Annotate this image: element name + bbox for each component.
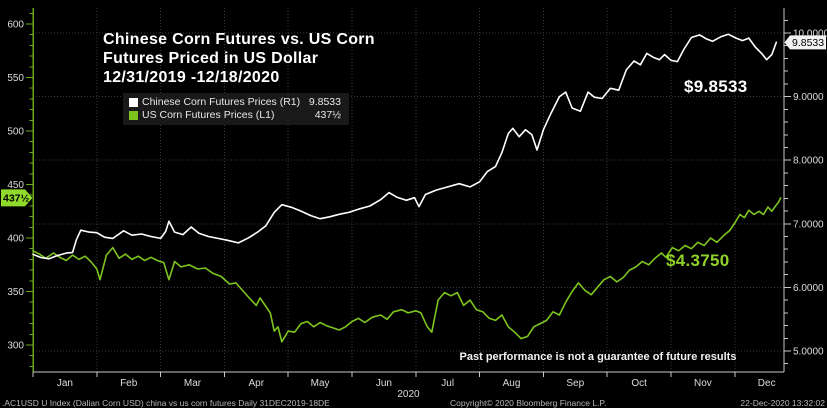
series-line-us-corn [32, 197, 782, 343]
chart-title-line3: 12/31/2019 -12/18/2020 [103, 69, 280, 86]
footer-timestamp: 22-Dec-2020 13:32:02 [740, 398, 825, 408]
disclaimer-text: Past performance is not a guarantee of f… [459, 351, 737, 363]
axis-tick-label: 10.0000 [793, 29, 827, 40]
axis-tick-label: 9.0000 [793, 92, 824, 103]
axis-tick-label: 500 [7, 127, 24, 138]
right-axis: 10.0000 9.0000 8.0000 7.0000 6.0000 5.0000 [783, 8, 827, 372]
footer-ticker-info: .AC1USD U Index (Dalian Corn USD) china … [2, 398, 330, 408]
axis-tick-label: 8.0000 [793, 156, 824, 167]
axis-tick-label: 450 [7, 180, 24, 191]
axis-tick-label: 350 [7, 287, 24, 298]
annotation-chinese-last-price: $9.8533 [684, 77, 748, 96]
axis-tick-label: Dec [758, 378, 776, 389]
x-axis: Jan Feb Mar Apr May Jun Jul Aug Sep Oct Nov Dec 2020 [32, 371, 784, 400]
legend-label: US Corn Futures Prices (L1) [142, 109, 275, 121]
axis-tick-label: May [311, 378, 330, 389]
axis-tick-label: 600 [7, 20, 24, 31]
axis-tick-label: Mar [184, 378, 202, 389]
axis-tick-label: 550 [7, 73, 24, 84]
axis-tick-label: Jan [57, 378, 73, 389]
legend-value: 9.8533 [308, 96, 341, 108]
chart-title-line1: Chinese Corn Futures vs. US Corn [103, 31, 375, 48]
chart-title: Chinese Corn Futures vs. US Corn Futures… [103, 30, 375, 87]
legend-item-us-corn[interactable]: US Corn Futures Prices (L1) 437½ [129, 109, 341, 121]
legend-value: 437½ [314, 109, 341, 121]
axis-tick-label: Nov [694, 378, 712, 389]
price-tag-chinese-corn: 9.8533 [784, 35, 826, 50]
legend-swatch-white [129, 97, 138, 107]
grid-lines [33, 8, 784, 372]
axis-tick-label: Jul [441, 378, 454, 389]
price-tag-shape [1, 189, 33, 207]
series-line-chinese-corn [32, 33, 778, 260]
legend: Chinese Corn Futures Prices (R1) 9.8533 … [123, 93, 349, 125]
axis-tick-label: 2020 [397, 389, 420, 400]
legend-label: Chinese Corn Futures Prices (R1) [142, 96, 301, 108]
footer-copyright: Copyright© 2020 Bloomberg Finance L.P. [450, 398, 607, 408]
axis-tick-label: Feb [120, 378, 138, 389]
axis-tick-label: 400 [7, 234, 24, 245]
axis-tick-label: 5.0000 [793, 347, 824, 358]
legend-item-chinese-corn[interactable]: Chinese Corn Futures Prices (R1) 9.8533 [129, 96, 341, 108]
axis-tick-label: Aug [503, 378, 521, 389]
axis-tick-label: 437½ [3, 193, 30, 205]
left-axis: 600 550 500 450 400 350 300 [7, 8, 34, 372]
axis-tick-label: 6.0000 [793, 283, 824, 294]
axis-tick-label: Jun [376, 378, 392, 389]
price-tag-shape [784, 35, 826, 50]
axis-tick-label: Oct [631, 378, 647, 389]
axis-tick-label: Apr [249, 378, 265, 389]
axis-tick-label: 9.8533 [792, 37, 824, 49]
axis-tick-label: Sep [566, 378, 584, 389]
axis-tick-label: 7.0000 [793, 219, 824, 230]
annotation-us-last-price: $4.3750 [666, 251, 730, 270]
legend-swatch-green [129, 110, 138, 120]
axis-tick-label: 300 [7, 341, 24, 352]
chart-title-line2: Futures Priced in US Dollar [103, 50, 319, 67]
price-tag-us-corn: 437½ [1, 189, 33, 207]
